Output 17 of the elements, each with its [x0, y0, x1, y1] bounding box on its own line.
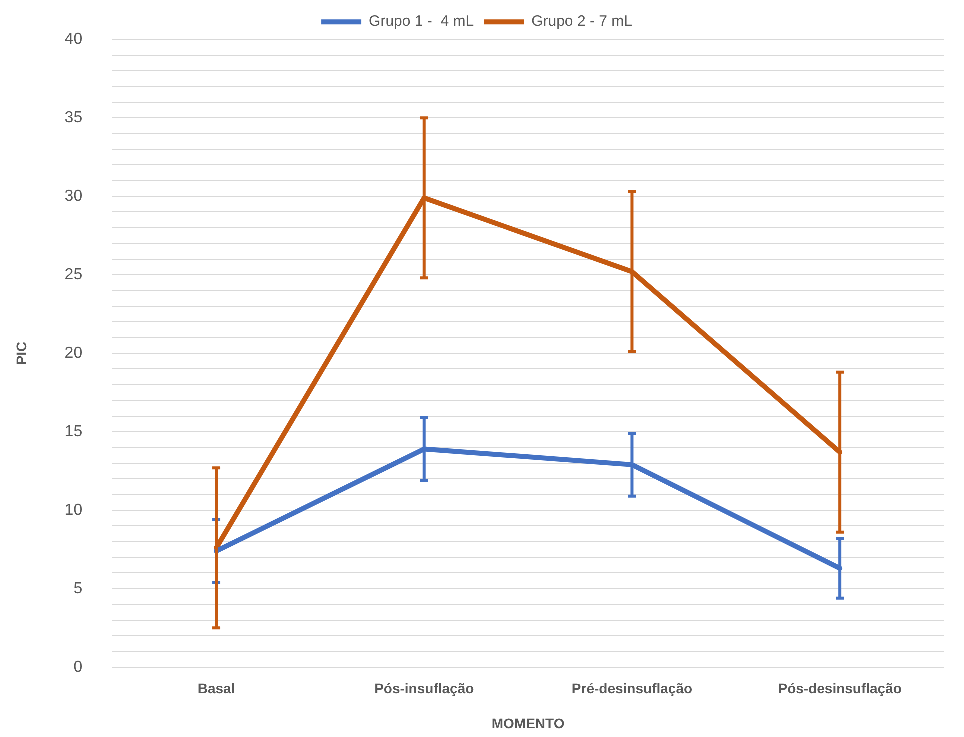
- y-tick-label: 5: [74, 580, 83, 598]
- x-tick-label: Pré-desinsuflação: [572, 680, 693, 697]
- x-axis-title: MOMENTO: [492, 715, 565, 732]
- y-axis-title: PIC: [13, 342, 30, 366]
- y-tick-label: 30: [64, 188, 83, 205]
- y-tick-label: 10: [64, 502, 83, 519]
- y-tick-label: 15: [64, 423, 83, 440]
- y-tick-label: 35: [64, 109, 83, 126]
- y-tick-label: 40: [64, 31, 83, 48]
- y-tick-label: 25: [64, 266, 83, 284]
- legend-label: Grupo 1 - 4 mL: [369, 13, 474, 30]
- y-tick-label: 20: [64, 344, 83, 362]
- y-tick-label: 0: [74, 658, 83, 676]
- x-tick-label: Pós-insuflação: [374, 680, 474, 697]
- legend-label: Grupo 2 - 7 mL: [532, 13, 632, 30]
- x-tick-label: Pós-desinsuflação: [778, 680, 902, 697]
- x-tick-label: Basal: [198, 680, 236, 697]
